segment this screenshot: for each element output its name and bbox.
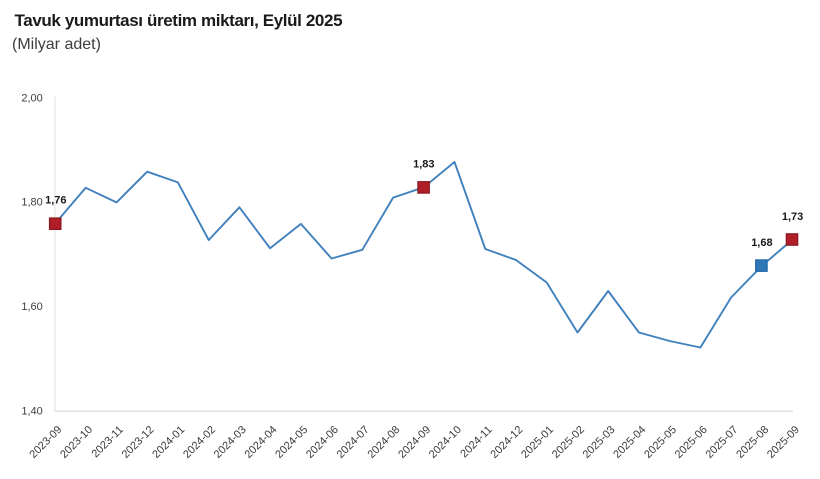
svg-text:2025-03: 2025-03 xyxy=(581,424,618,461)
svg-text:1,73: 1,73 xyxy=(782,211,803,223)
svg-text:2024-06: 2024-06 xyxy=(304,424,341,461)
svg-text:2024-12: 2024-12 xyxy=(488,424,525,461)
svg-text:2025-01: 2025-01 xyxy=(519,424,556,461)
svg-text:2025-02: 2025-02 xyxy=(550,424,587,461)
svg-text:2025-05: 2025-05 xyxy=(642,424,679,461)
svg-text:2023-11: 2023-11 xyxy=(89,424,125,460)
svg-text:1,83: 1,83 xyxy=(413,159,434,171)
svg-text:2024-01: 2024-01 xyxy=(150,424,187,461)
svg-text:1,80: 1,80 xyxy=(21,197,42,209)
svg-text:2024-11: 2024-11 xyxy=(458,424,494,460)
svg-text:2024-09: 2024-09 xyxy=(396,424,433,461)
svg-text:1,40: 1,40 xyxy=(21,406,42,418)
svg-text:2025-06: 2025-06 xyxy=(673,424,710,461)
svg-text:2024-02: 2024-02 xyxy=(181,424,218,461)
svg-text:2023-09: 2023-09 xyxy=(27,424,64,461)
svg-text:2025-04: 2025-04 xyxy=(611,424,648,461)
svg-text:2024-07: 2024-07 xyxy=(335,424,372,461)
svg-text:1,76: 1,76 xyxy=(45,195,66,207)
svg-text:2024-05: 2024-05 xyxy=(273,424,310,461)
svg-text:1,68: 1,68 xyxy=(751,237,772,249)
svg-text:2023-12: 2023-12 xyxy=(120,424,157,461)
svg-text:2024-03: 2024-03 xyxy=(212,424,249,461)
svg-text:2025-07: 2025-07 xyxy=(703,424,740,461)
svg-text:2024-08: 2024-08 xyxy=(365,424,402,461)
svg-text:2,00: 2,00 xyxy=(21,92,42,104)
svg-text:2025-08: 2025-08 xyxy=(734,424,771,461)
svg-text:2025-09: 2025-09 xyxy=(765,424,802,461)
svg-text:1,60: 1,60 xyxy=(21,301,42,313)
svg-text:2024-04: 2024-04 xyxy=(242,424,279,461)
svg-text:2024-10: 2024-10 xyxy=(427,424,464,461)
svg-text:2023-10: 2023-10 xyxy=(58,424,95,461)
